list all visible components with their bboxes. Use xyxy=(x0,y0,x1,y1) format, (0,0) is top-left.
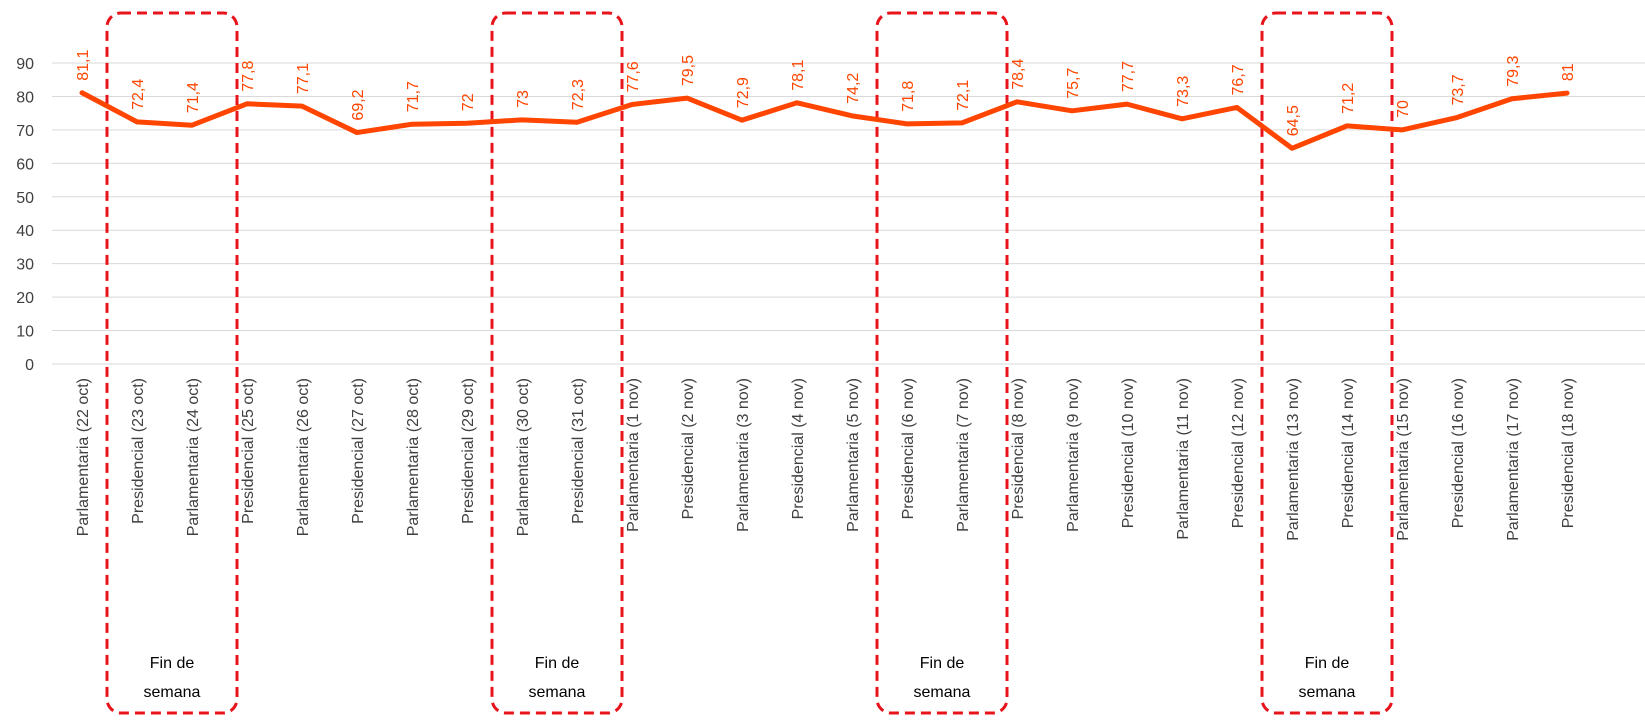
data-label: 75,7 xyxy=(1065,68,1082,99)
data-label: 79,5 xyxy=(680,55,697,86)
x-tick-label: Parlamentaria (24 oct) xyxy=(185,378,202,536)
x-tick-label: Presidencial (27 oct) xyxy=(350,378,367,524)
y-tick-label: 70 xyxy=(16,123,34,140)
weekend-box xyxy=(875,11,1009,715)
data-label: 73 xyxy=(515,90,532,108)
x-tick-label: Parlamentaria (9 nov) xyxy=(1065,378,1082,532)
x-tick-label: Presidencial (25 oct) xyxy=(240,378,257,524)
weekend-box-label: semana xyxy=(914,684,971,701)
x-tick-label: Presidencial (10 nov) xyxy=(1120,378,1137,528)
y-tick-label: 20 xyxy=(16,290,34,307)
weekend-box-label: Fin de xyxy=(1305,655,1350,672)
data-label: 72,9 xyxy=(735,77,752,108)
x-axis-labels: Parlamentaria (22 oct) Presidencial (23 o… xyxy=(75,378,1577,541)
y-tick-label: 80 xyxy=(16,89,34,106)
x-tick-label: Presidencial (6 nov) xyxy=(900,378,917,519)
x-tick-label: Parlamentaria (1 nov) xyxy=(625,378,642,532)
y-tick-label: 60 xyxy=(16,156,34,173)
data-label: 81 xyxy=(1560,63,1577,81)
x-tick-label: Parlamentaria (26 oct) xyxy=(295,378,312,536)
x-tick-label: Parlamentaria (3 nov) xyxy=(735,378,752,532)
gridlines xyxy=(52,62,1645,365)
data-label: 77,8 xyxy=(240,61,257,92)
y-tick-label: 0 xyxy=(25,357,34,374)
y-tick-label: 40 xyxy=(16,223,34,240)
x-tick-label: Presidencial (18 nov) xyxy=(1560,378,1577,528)
data-label: 77,7 xyxy=(1120,61,1137,92)
data-label: 76,7 xyxy=(1230,64,1247,95)
x-tick-label: Presidencial (23 oct) xyxy=(130,378,147,524)
y-axis-ticks: 0 10 20 30 40 50 60 70 80 90 xyxy=(16,56,34,374)
weekend-annotations: Fin de semana Fin de semana Fin de semana Fin … xyxy=(105,11,1394,715)
data-label: 64,5 xyxy=(1285,105,1302,136)
data-label: 73,7 xyxy=(1450,74,1467,105)
data-label: 72,1 xyxy=(955,80,972,111)
data-label: 71,4 xyxy=(185,82,202,113)
x-tick-label: Presidencial (16 nov) xyxy=(1450,378,1467,528)
weekend-box-label: semana xyxy=(1299,684,1356,701)
x-tick-label: Presidencial (14 nov) xyxy=(1340,378,1357,528)
data-label: 79,3 xyxy=(1505,56,1522,87)
data-label: 78,4 xyxy=(1010,59,1027,90)
y-tick-label: 10 xyxy=(16,324,34,341)
x-tick-label: Presidencial (12 nov) xyxy=(1230,378,1247,528)
x-tick-label: Parlamentaria (11 nov) xyxy=(1175,378,1192,540)
data-label: 72,4 xyxy=(130,79,147,110)
x-tick-label: Parlamentaria (7 nov) xyxy=(955,378,972,532)
weekend-box-label: semana xyxy=(144,684,201,701)
x-tick-label: Presidencial (2 nov) xyxy=(680,378,697,519)
weekend-box xyxy=(105,11,239,715)
x-tick-label: Parlamentaria (30 oct) xyxy=(515,378,532,536)
x-tick-label: Parlamentaria (28 oct) xyxy=(405,378,422,536)
data-label: 73,3 xyxy=(1175,76,1192,107)
y-tick-label: 90 xyxy=(16,56,34,73)
data-label: 72 xyxy=(460,93,477,111)
data-labels: 81,1 72,4 71,4 77,8 77,1 69,2 71,7 72 73 72,3 77,6… xyxy=(75,50,1577,137)
series-line xyxy=(79,90,1570,151)
x-tick-label: Presidencial (4 nov) xyxy=(790,378,807,519)
data-label: 72,3 xyxy=(570,79,587,110)
x-tick-label: Presidencial (29 oct) xyxy=(460,378,477,524)
data-label: 77,1 xyxy=(295,63,312,94)
weekend-box-label: Fin de xyxy=(920,655,965,672)
x-tick-label: Parlamentaria (17 nov) xyxy=(1505,378,1522,541)
data-label: 69,2 xyxy=(350,89,367,120)
y-tick-label: 50 xyxy=(16,190,34,207)
weekend-box-label: Fin de xyxy=(150,655,195,672)
data-label: 81,1 xyxy=(75,50,92,81)
data-label: 78,1 xyxy=(790,60,807,91)
weekend-box-label: semana xyxy=(529,684,586,701)
x-tick-label: Parlamentaria (13 nov) xyxy=(1285,378,1302,541)
data-label: 71,8 xyxy=(900,81,917,112)
weekend-box xyxy=(1260,11,1394,715)
weekend-box-label: Fin de xyxy=(535,655,580,672)
x-tick-label: Parlamentaria (22 oct) xyxy=(75,378,92,536)
data-label: 70 xyxy=(1395,100,1412,118)
x-tick-label: Parlamentaria (15 nov) xyxy=(1395,378,1412,541)
weekend-box xyxy=(490,11,624,715)
x-tick-label: Parlamentaria (5 nov) xyxy=(845,378,862,532)
x-tick-label: Presidencial (8 nov) xyxy=(1010,378,1027,519)
data-label: 74,2 xyxy=(845,73,862,104)
y-tick-label: 30 xyxy=(16,257,34,274)
data-label: 77,6 xyxy=(625,61,642,92)
data-label: 71,7 xyxy=(405,81,422,112)
x-tick-label: Presidencial (31 oct) xyxy=(570,378,587,524)
data-label: 71,2 xyxy=(1340,83,1357,114)
